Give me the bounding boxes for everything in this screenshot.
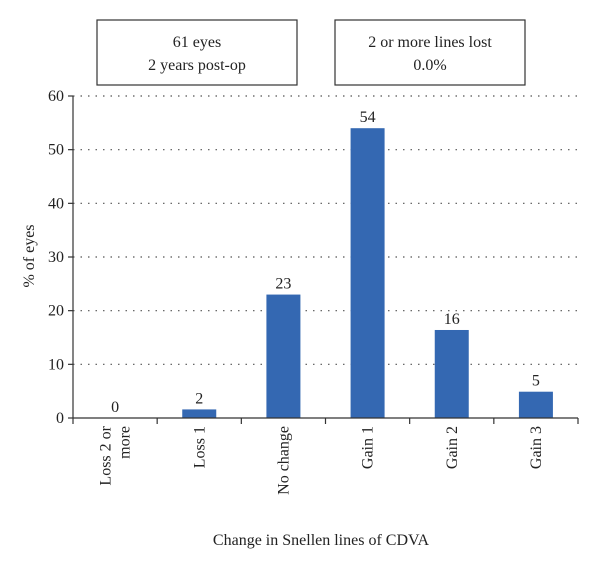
x-tick-label-2-line-0: No change bbox=[275, 426, 292, 495]
x-tick-label-1-line-0: Loss 1 bbox=[191, 426, 208, 468]
x-tick-label-3-line-0: Gain 1 bbox=[360, 426, 377, 469]
value-label-2: 23 bbox=[275, 276, 291, 293]
annotation-2-line-1: 2 or more lines lost bbox=[368, 34, 492, 51]
x-tick-label-group-2: No change bbox=[275, 426, 292, 495]
y-tick-label-2: 20 bbox=[48, 303, 64, 320]
y-tick-label-4: 40 bbox=[48, 195, 64, 212]
x-tick-label-group-4: Gain 2 bbox=[444, 426, 461, 469]
value-labels: 0 2 23 54 16 5 bbox=[111, 109, 540, 416]
x-tick-label-4-line-0: Gain 2 bbox=[444, 426, 461, 469]
annotation-1-line-1: 61 eyes bbox=[173, 34, 221, 51]
bar-2 bbox=[266, 294, 301, 418]
value-label-1: 2 bbox=[195, 390, 203, 407]
gridlines bbox=[73, 95, 578, 365]
y-tick-labels: 0 10 20 30 40 50 60 bbox=[48, 88, 64, 427]
x-tick-labels: Loss 2 or more Loss 1 No change Gain 1 Gain 2… bbox=[98, 425, 545, 495]
x-tick-label-0-line-0: Loss 2 or bbox=[98, 425, 115, 485]
x-tick-label-group-1: Loss 1 bbox=[191, 426, 208, 468]
y-tick-label-3: 30 bbox=[48, 249, 64, 266]
y-tick-label-0: 0 bbox=[56, 410, 64, 427]
x-tick-label-0-line-1: more bbox=[117, 426, 134, 459]
y-tick-label-6: 60 bbox=[48, 88, 64, 105]
value-label-4: 16 bbox=[444, 311, 460, 328]
annotation-2-line-2: 0.0% bbox=[413, 57, 446, 74]
x-tick-label-group-0: Loss 2 or more bbox=[98, 425, 134, 485]
x-tick-label-5-line-0: Gain 3 bbox=[528, 426, 545, 469]
x-tick-label-group-5: Gain 3 bbox=[528, 426, 545, 469]
y-tick-label-5: 50 bbox=[48, 142, 64, 159]
y-tick-label-1: 10 bbox=[48, 356, 64, 373]
value-label-5: 5 bbox=[532, 373, 540, 390]
axes bbox=[68, 95, 579, 424]
value-label-0: 0 bbox=[111, 399, 119, 416]
annotation-1-line-2: 2 years post-op bbox=[148, 57, 246, 74]
x-axis-label: Change in Snellen lines of CDVA bbox=[213, 532, 430, 549]
annotation-box-2: 2 or more lines lost 0.0% bbox=[334, 19, 526, 86]
bar-3 bbox=[350, 128, 385, 418]
x-tick-label-group-3: Gain 1 bbox=[360, 426, 377, 469]
bar-5 bbox=[518, 391, 553, 418]
bars bbox=[182, 128, 553, 418]
bar-1 bbox=[182, 409, 217, 418]
annotation-box-1: 61 eyes 2 years post-op bbox=[96, 19, 298, 86]
bar-4 bbox=[434, 329, 469, 418]
y-axis-label: % of eyes bbox=[21, 224, 38, 287]
value-label-3: 54 bbox=[360, 109, 376, 126]
